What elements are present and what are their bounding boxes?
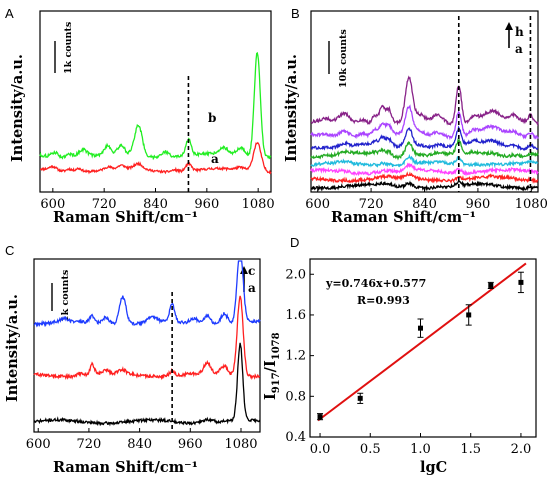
panel-d-data-point (317, 414, 323, 420)
panel-c-frame (33, 258, 261, 433)
panel-a-curve-label-b: b (208, 111, 216, 125)
panel-c-x-tick-label: 1080 (224, 437, 257, 452)
panel-c-x-tick-label: 720 (77, 437, 102, 452)
panel-d-letter: D (290, 235, 299, 250)
panel-c-y-axis-title: Intensity/a.u. (4, 294, 21, 402)
panel-d-x-axis-title: lgC (420, 459, 447, 476)
panel-d-data-point (417, 325, 423, 331)
panel-b-x-tick-label: 840 (412, 197, 437, 212)
panel-d-y-tick-label: 1.6 (285, 308, 306, 323)
panel-a-frame (39, 10, 272, 193)
panel-c-order-arrowhead (240, 266, 248, 274)
panel-a-x-tick-label: 1080 (242, 197, 275, 212)
panel-a: A 1k counts Intensity/a.u. Raman Shift/c… (5, 6, 275, 226)
panel-d-x-tick-label: 0.0 (310, 442, 331, 457)
panel-a-curve-label-a: a (211, 152, 219, 166)
panel-b-series-e (310, 138, 539, 161)
panel-d-data-point (488, 282, 494, 288)
panel-c-scale-label: 1k counts (60, 270, 71, 322)
panel-b-x-axis-title: Raman Shift/cm⁻¹ (331, 209, 476, 226)
panel-b-x-tick-label: 960 (465, 197, 490, 212)
panel-c-letter: C (5, 243, 14, 258)
panel-b-series-b (310, 171, 539, 185)
panel-d-y-tick-label: 0.4 (285, 430, 306, 445)
panel-c-series-c (33, 260, 261, 328)
panel-a-x-tick-label: 600 (40, 197, 65, 212)
panel-b-letter: B (291, 6, 300, 21)
panel-c-order-bottom-label: a (248, 281, 256, 295)
panel-d-fit-line (317, 262, 527, 422)
panel-a-y-axis-title: Intensity/a.u. (9, 54, 26, 162)
panel-d-y-tick-label: 1.2 (285, 349, 306, 364)
panel-b-series-h (311, 75, 539, 127)
panel-d-fit-r: R=0.993 (357, 294, 410, 307)
panel-c: C 1k counts Intensity/a.u. Raman Shift/c… (4, 243, 261, 476)
panel-b-order-top-label: h (515, 25, 524, 39)
panel-d-x-tick-label: 1.5 (460, 442, 481, 457)
panel-d-y-tick-label: 0.8 (285, 389, 306, 404)
panel-c-x-axis-title: Raman Shift/cm⁻¹ (53, 459, 198, 476)
panel-c-series-a (33, 342, 261, 427)
panel-d-y-tick-label: 2.0 (285, 267, 306, 282)
panel-b-series-c (310, 162, 539, 177)
panel-c-x-tick-label: 600 (26, 437, 51, 452)
panel-d: D lgC I917/I1078 y=0.746x+0.577 R=0.993 … (262, 235, 537, 476)
panel-b-order-arrowhead (505, 22, 513, 30)
panel-b-x-tick-label: 600 (305, 197, 330, 212)
panel-a-letter: A (5, 6, 14, 21)
panel-d-y-title-slash: /I (262, 360, 279, 372)
panel-b: B 10k counts Intensity/a.u. Raman Shift/… (283, 6, 548, 226)
panel-b-y-axis-title: Intensity/a.u. (283, 54, 300, 162)
panel-d-data-point (518, 279, 524, 285)
panel-a-x-tick-label: 720 (92, 197, 117, 212)
panel-b-series-d (310, 153, 539, 169)
panel-d-fit-equation: y=0.746x+0.577 (325, 277, 426, 290)
panel-d-y-title-sub2: 1078 (271, 332, 282, 360)
panel-c-x-tick-label: 840 (127, 437, 152, 452)
panel-a-x-tick-label: 840 (143, 197, 168, 212)
panel-d-x-tick-label: 1.0 (410, 442, 431, 457)
panel-b-x-tick-label: 720 (359, 197, 384, 212)
panel-a-series-a (40, 141, 272, 175)
panel-b-order-bottom-label: a (515, 42, 523, 56)
panel-a-series-b (39, 51, 272, 161)
panel-b-series-a (310, 179, 539, 192)
panel-c-order-top-label: c (248, 264, 255, 278)
panel-d-x-tick-label: 2.0 (511, 442, 532, 457)
panel-c-x-tick-label: 960 (178, 437, 203, 452)
panel-d-data-point (357, 395, 363, 401)
panel-b-series-g (310, 104, 539, 141)
panel-b-series-f (310, 125, 539, 151)
panel-d-data-point (466, 312, 472, 318)
panel-b-x-tick-label: 1080 (515, 197, 548, 212)
panel-d-frame (309, 258, 537, 438)
panel-d-y-title-i: I (262, 393, 279, 400)
panel-d-x-tick-label: 0.5 (360, 442, 381, 457)
panel-d-y-axis-title: I917/I1078 (262, 332, 282, 400)
panel-a-x-tick-label: 960 (194, 197, 219, 212)
panel-c-series-b (33, 295, 261, 381)
panel-d-y-title-sub1: 917 (271, 372, 282, 393)
panel-a-scale-label: 1k counts (63, 22, 74, 74)
panel-a-x-axis-title: Raman Shift/cm⁻¹ (53, 209, 198, 226)
panel-b-scale-label: 10k counts (338, 29, 349, 88)
